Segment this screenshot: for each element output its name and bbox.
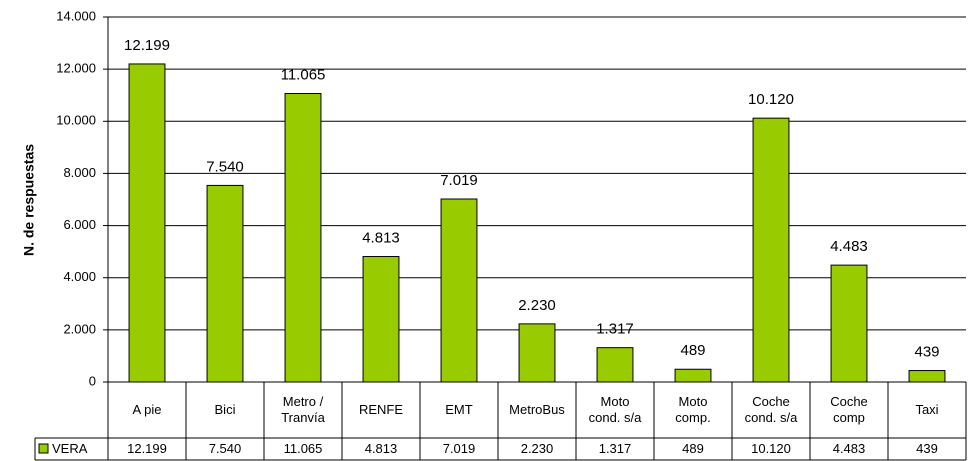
table-value: 10.120 [751, 441, 791, 456]
bar [596, 347, 634, 383]
category-label: Moto cond. s/a [588, 394, 642, 425]
category-label: RENFE [358, 402, 404, 417]
y-tick-label: 0 [89, 373, 96, 388]
value-label: 12.199 [124, 37, 170, 54]
value-label: 489 [680, 342, 705, 359]
category-label: Coche comp [830, 394, 868, 425]
category-label: EMT [445, 402, 473, 417]
y-tick-label: 10.000 [56, 113, 96, 128]
bar [674, 368, 712, 383]
category-label: Moto comp. [675, 394, 711, 425]
bar [908, 370, 946, 383]
bar [830, 264, 868, 383]
y-tick-label: 12.000 [56, 61, 96, 76]
category-label: Bici [214, 402, 236, 417]
category-label: Metro / Tranvía [281, 394, 325, 425]
y-axis-label: N. de respuestas [21, 144, 37, 256]
value-label: 1.317 [596, 321, 634, 338]
legend-label: VERA [52, 441, 88, 456]
bar [206, 184, 244, 383]
table-value: 4.483 [832, 441, 866, 456]
value-label: 2.230 [518, 297, 556, 314]
table-value: 1.317 [598, 441, 632, 456]
category-label: MetroBus [509, 402, 565, 417]
table-value: 4.813 [364, 441, 398, 456]
category-label: Taxi [915, 402, 939, 417]
y-tick-label: 2.000 [63, 321, 96, 336]
legend-key [38, 443, 49, 454]
bar [284, 93, 322, 383]
value-label: 4.483 [830, 238, 868, 255]
table-value: 7.540 [208, 441, 242, 456]
category-label: A pie [132, 402, 162, 417]
y-tick-label: 14.000 [56, 8, 96, 23]
y-tick-label: 8.000 [63, 165, 96, 180]
bar [362, 256, 400, 383]
value-label: 11.065 [281, 66, 326, 83]
table-value: 489 [682, 441, 704, 456]
bar [440, 198, 478, 383]
y-tick-label: 6.000 [63, 217, 96, 232]
table-value: 2.230 [520, 441, 554, 456]
table-value: 439 [916, 441, 938, 456]
table-value: 12.199 [127, 441, 167, 456]
bar [752, 117, 790, 383]
bar [518, 323, 556, 383]
value-label: 4.813 [362, 229, 400, 246]
table-value: 7.019 [442, 441, 476, 456]
category-label: Coche cond. s/a [744, 394, 798, 425]
value-label: 10.120 [748, 91, 794, 108]
value-label: 439 [914, 344, 939, 361]
y-tick-label: 4.000 [63, 269, 96, 284]
value-label: 7.540 [206, 158, 244, 175]
table-value: 11.065 [283, 441, 323, 456]
value-label: 7.019 [440, 172, 478, 189]
bar [128, 63, 166, 383]
